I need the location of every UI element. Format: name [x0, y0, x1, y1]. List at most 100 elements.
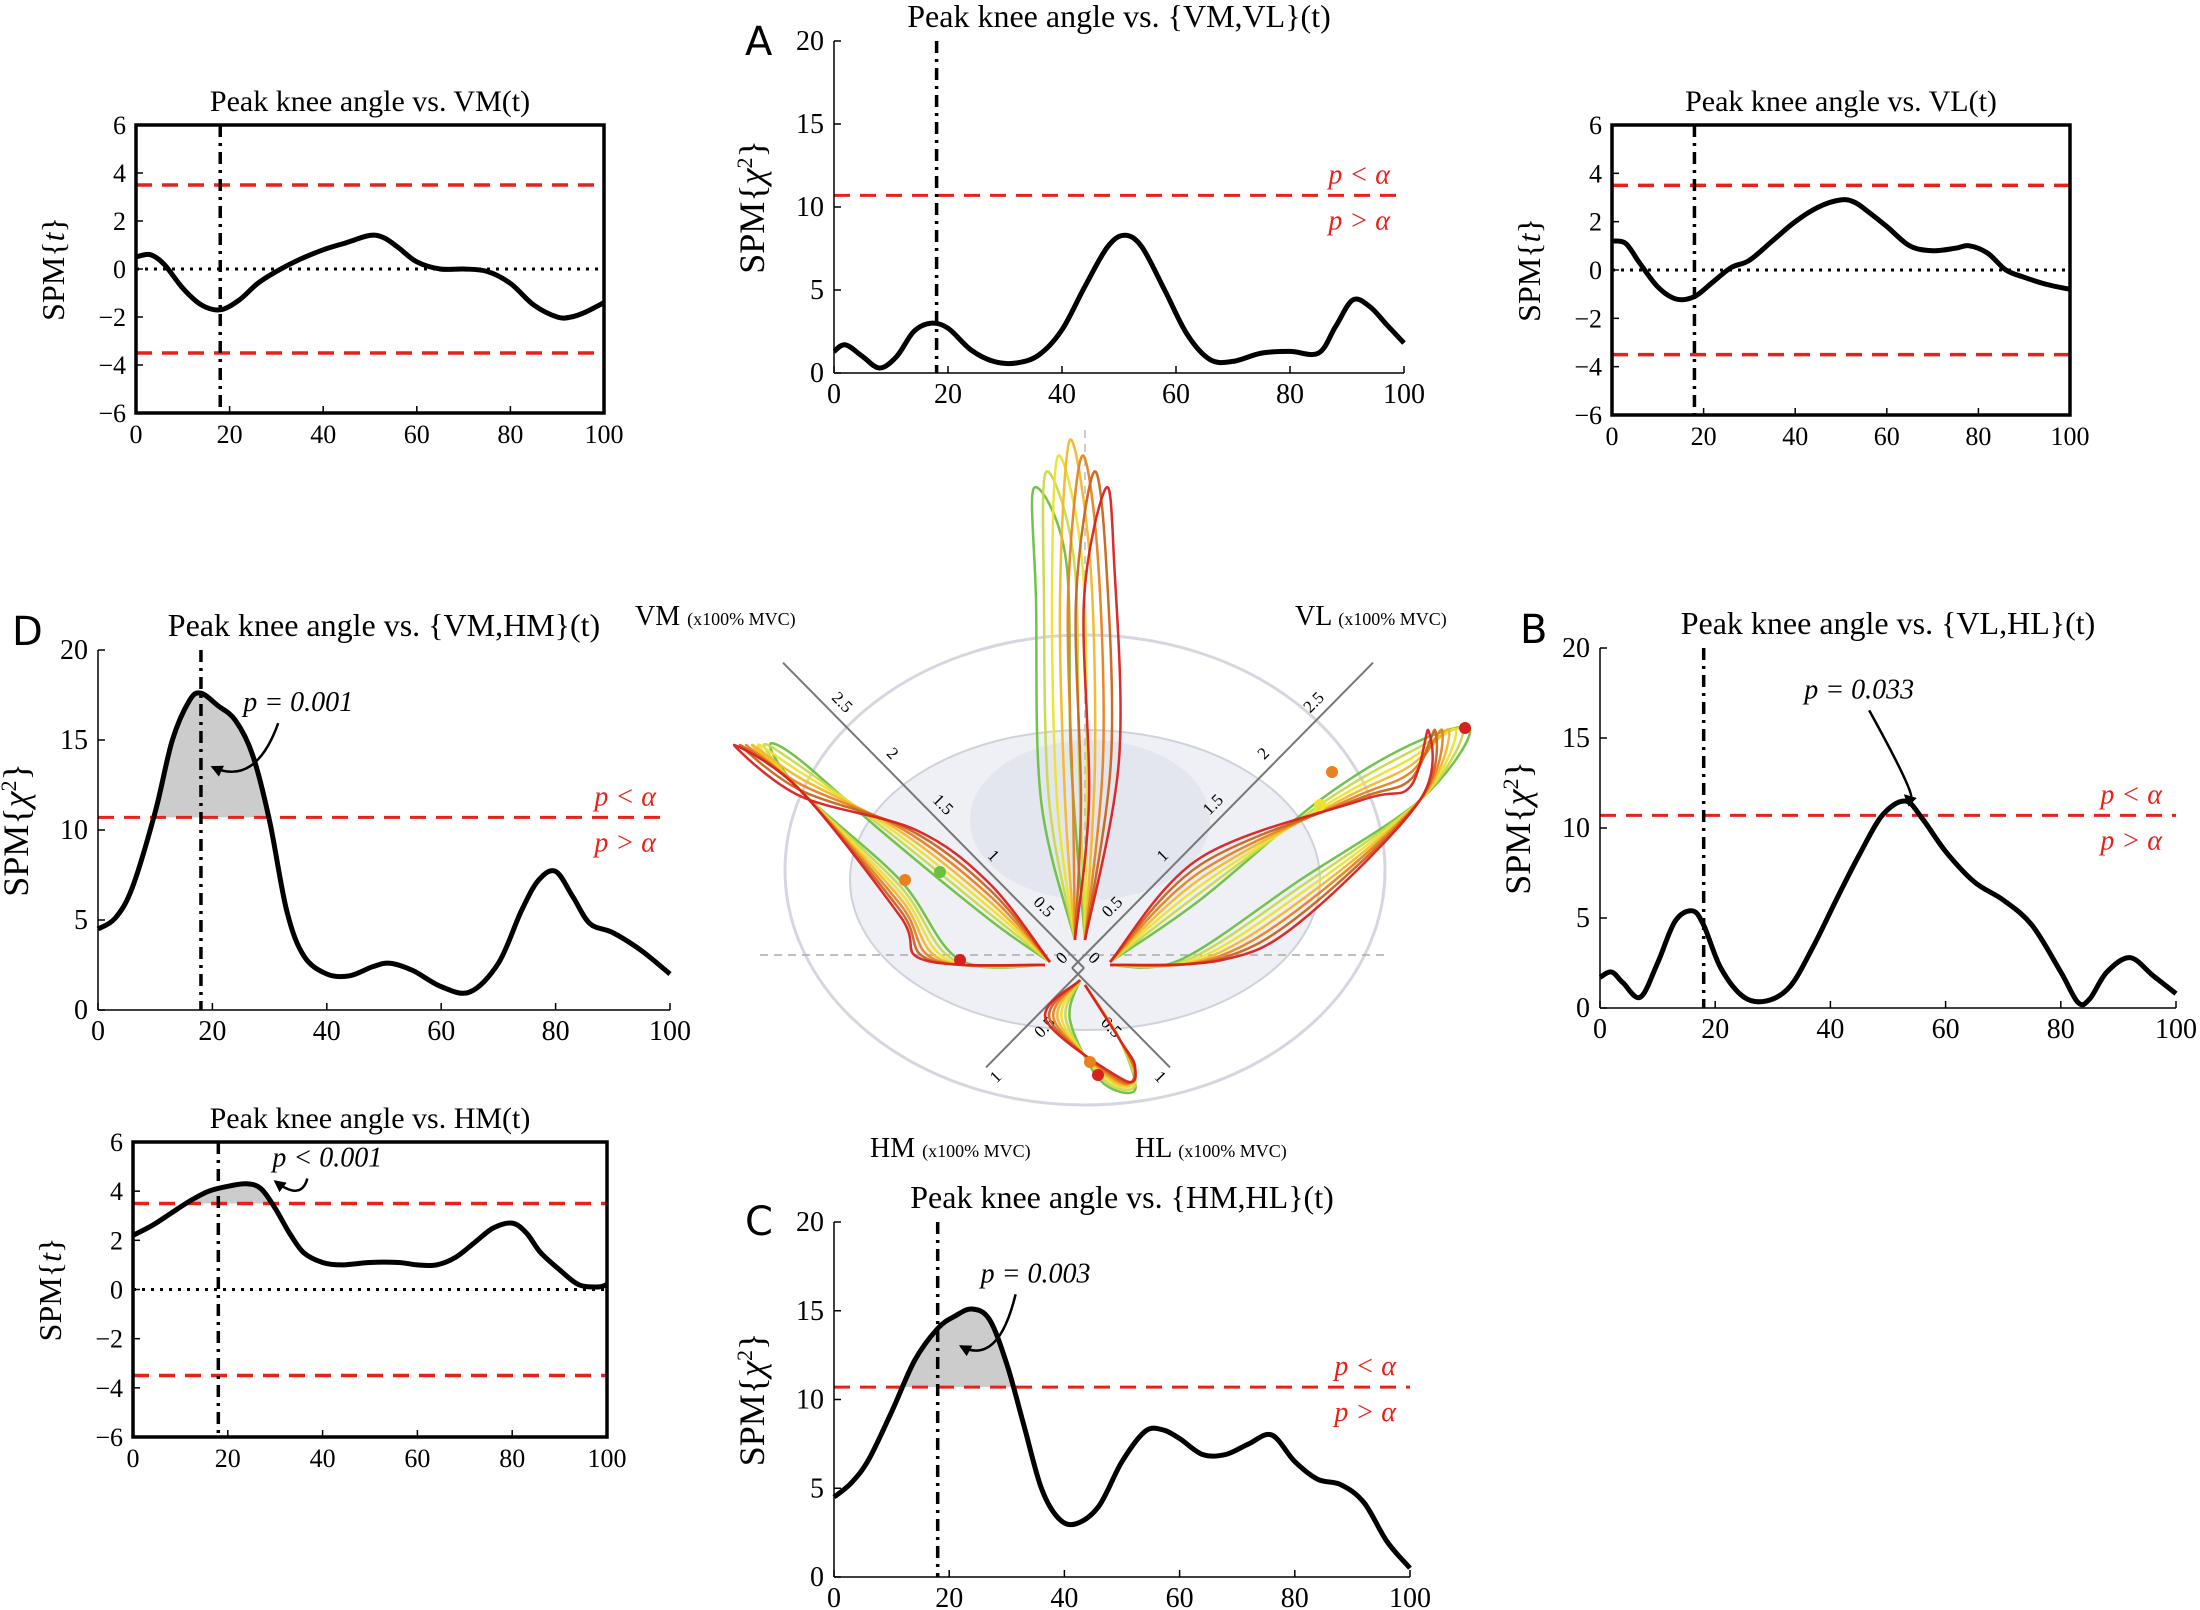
y-tick-label: 2: [1589, 208, 1602, 237]
x-tick-label: 80: [497, 420, 523, 449]
chart-title: Peak knee angle vs. HM(t): [210, 1102, 531, 1135]
chart-title: Peak knee angle vs. {VM,VL}(t): [907, 0, 1331, 34]
vm-trajectory: [756, 743, 1051, 969]
y-tick-label: 10: [796, 192, 824, 223]
y-tick-label: −2: [98, 303, 126, 332]
y-tick-label: 0: [113, 255, 126, 284]
radar-axis-unit: (x100% MVC): [922, 1141, 1031, 1162]
x-tick-label: 0: [827, 1583, 841, 1610]
y-axis-label: SPM{χ2}: [0, 763, 36, 896]
x-tick-label: 40: [1050, 1583, 1078, 1610]
spm-curve: [96, 690, 672, 996]
x-tick-label: 40: [1048, 379, 1076, 410]
x-tick-label: 60: [404, 420, 430, 449]
radar-axis-label-hl: HL (x100% MVC): [1135, 1133, 1287, 1164]
chart-title: Peak knee angle vs. VL(t): [1685, 85, 1997, 118]
y-tick-label: −2: [1574, 304, 1602, 333]
p-greater-alpha-label: p > α: [592, 827, 657, 858]
y-tick-label: 0: [1576, 993, 1590, 1024]
p-value-annotation: p = 0.033: [1802, 674, 1914, 705]
x-tick-label: 80: [1965, 422, 1991, 451]
x-tick-label: 0: [1606, 422, 1619, 451]
x-tick-label: 60: [1166, 1583, 1194, 1610]
x-tick-label: 80: [2047, 1014, 2075, 1045]
trajectory-endpoint-dot: [1084, 1056, 1096, 1068]
y-tick-label: 0: [810, 1562, 824, 1593]
y-tick-label: 0: [110, 1276, 123, 1305]
y-axis-label: SPM{t}: [35, 217, 71, 321]
annotation-arrow: [210, 722, 280, 777]
vl-trajectory: [1109, 728, 1451, 968]
x-tick-label: 80: [499, 1444, 525, 1473]
radar-axis-unit: (x100% MVC): [687, 609, 796, 630]
spm-curve: [832, 232, 1406, 371]
chart-title: Peak knee angle vs. {VM,HM}(t): [168, 607, 600, 643]
annotation-arrow: [958, 1294, 1017, 1357]
y-axis-label: SPM{t}: [1511, 218, 1547, 322]
vertical-trajectory: [1073, 485, 1122, 941]
x-tick-label: 100: [588, 1444, 627, 1473]
radar-axis-name: HM: [870, 1133, 922, 1164]
x-tick-label: 100: [2051, 422, 2090, 451]
x-tick-label: 60: [427, 1016, 455, 1047]
vm-trajectory: [750, 743, 1051, 968]
y-tick-label: −4: [1574, 353, 1602, 382]
p-value-annotation: p = 0.003: [979, 1258, 1091, 1289]
x-tick-label: 40: [310, 1444, 336, 1473]
y-tick-label: 6: [113, 111, 126, 140]
y-tick-label: 4: [1589, 159, 1602, 188]
y-tick-label: 20: [796, 1207, 824, 1238]
y-tick-label: 5: [810, 275, 824, 306]
p-less-alpha-label: p < α: [1326, 159, 1391, 190]
y-tick-label: 10: [1562, 813, 1590, 844]
x-tick-label: 40: [1816, 1014, 1844, 1045]
x-tick-label: 60: [1932, 1014, 1960, 1045]
spm-curve: [135, 232, 606, 321]
significant-cluster-shade: [902, 1308, 1014, 1388]
y-tick-label: −6: [1574, 401, 1602, 430]
y-tick-label: 10: [796, 1385, 824, 1416]
vl-trajectory: [1109, 728, 1434, 967]
spm-curve: [1598, 798, 2178, 1008]
y-tick-label: 6: [110, 1128, 123, 1157]
spm-chart-vmvl: 0 20 40 60 80 100 0 5 10 15 20 Peak knee angle vs. …: [732, 0, 1425, 410]
x-tick-label: 0: [127, 1444, 140, 1473]
x-tick-label: 40: [1782, 422, 1808, 451]
y-tick-label: 0: [1589, 256, 1602, 285]
p-greater-alpha-label: p > α: [2098, 825, 2163, 856]
x-tick-label: 100: [1383, 379, 1425, 410]
y-axis-label: SPM{χ2}: [1498, 761, 1538, 894]
trajectory-endpoint-dot: [934, 866, 946, 878]
p-less-alpha-label: p < α: [592, 781, 657, 812]
y-tick-label: 5: [1576, 903, 1590, 934]
vl-trajectory: [1109, 728, 1439, 967]
y-tick-label: 20: [60, 635, 88, 666]
y-tick-label: −4: [95, 1374, 123, 1403]
radar-axis-name: HL: [1135, 1133, 1178, 1164]
vertical-trajectory: [1058, 438, 1097, 941]
y-tick-label: 4: [113, 159, 126, 188]
radar-tick-label: 1: [1151, 1067, 1170, 1086]
spm-chart-vl: 0 20 40 60 80 100 −6 −4 −2 0 2 4 6 Peak knee angle vs…: [1511, 85, 2090, 451]
x-tick-label: 60: [1162, 379, 1190, 410]
x-tick-label: 100: [1389, 1583, 1431, 1610]
p-greater-alpha-label: p > α: [1326, 205, 1391, 236]
radar-tick-label: 2: [883, 744, 902, 763]
x-tick-label: 60: [404, 1444, 430, 1473]
y-tick-label: 20: [796, 26, 824, 57]
trajectory-endpoint-dot: [954, 954, 966, 966]
y-tick-label: 15: [796, 1296, 824, 1327]
x-tick-label: 80: [1281, 1583, 1309, 1610]
y-tick-label: 15: [60, 725, 88, 756]
x-tick-label: 100: [2155, 1014, 2197, 1045]
vl-trajectory: [1109, 728, 1444, 968]
x-tick-label: 60: [1874, 422, 1900, 451]
significant-cluster-shade: [185, 1183, 273, 1204]
y-tick-label: 20: [1562, 633, 1590, 664]
x-tick-label: 0: [827, 379, 841, 410]
spm-chart-hmhl: 0 20 40 60 80 100 0 5 10 15 20 Peak knee angle vs. …: [732, 1179, 1431, 1610]
chart-title: Peak knee angle vs. {HM,HL}(t): [910, 1179, 1334, 1215]
x-tick-label: 20: [1691, 422, 1717, 451]
